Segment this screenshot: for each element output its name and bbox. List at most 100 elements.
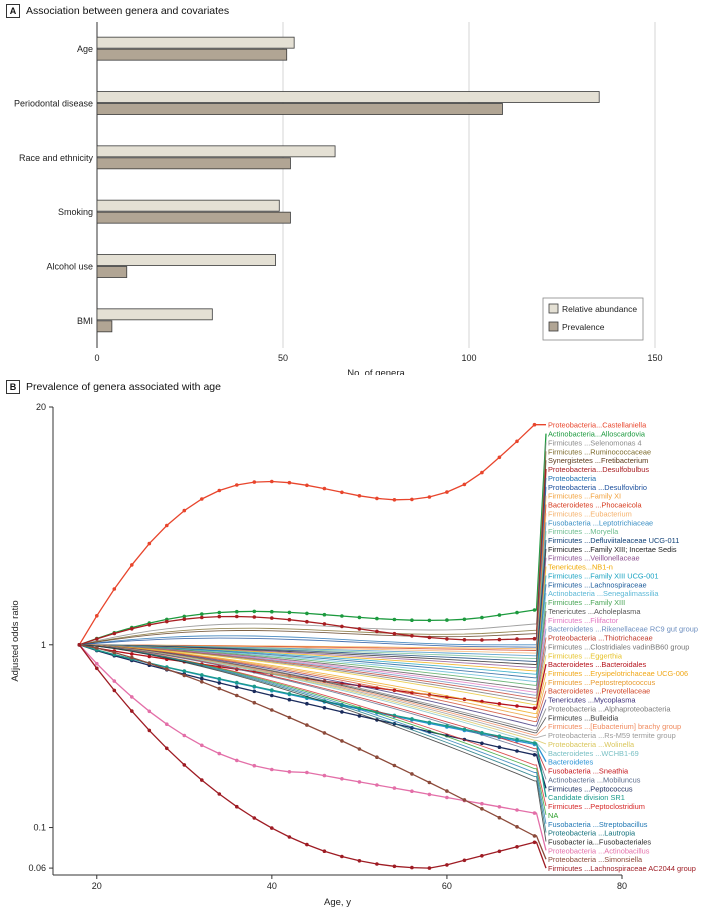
data-point [392,498,397,502]
series-firmicutes-selenomonas-4 [79,442,547,646]
category-label: Alcohol use [46,262,93,272]
data-point [322,622,327,626]
series-end-label: Synergistetes ...Fretibacterium [548,456,648,465]
series-line [79,644,547,754]
data-point [340,614,344,618]
data-point [235,804,239,809]
data-point [165,746,169,751]
data-point [200,680,204,684]
series-end-label: Tenericutes ...Mycoplasma [548,696,636,705]
series-line [79,486,547,648]
series-line [79,433,547,646]
data-point [112,679,117,683]
data-point [532,741,537,745]
data-point [217,614,222,619]
legend: Relative abundance Prevalence [542,297,644,341]
data-point [252,609,257,614]
data-point [235,609,239,614]
series-line [79,644,547,706]
data-point [147,623,152,627]
data-point [340,739,344,743]
data-point [112,650,117,655]
bar-prevalence [96,103,503,115]
data-point [165,722,169,726]
x-axis-label: Age, y [324,897,351,908]
y-tick-label: 0.06 [28,863,46,873]
data-point [270,479,274,484]
series-line [79,477,547,646]
data-point [480,801,484,806]
data-point [235,693,239,698]
data-point [410,789,414,793]
series-line [78,644,547,851]
data-point [445,724,449,728]
series-line [79,539,547,662]
data-point [305,770,309,775]
data-point [480,615,484,620]
series-line [79,644,547,842]
data-point [480,470,484,475]
data-point [375,496,379,501]
data-point [217,488,222,493]
series-end-label: Firmicutes ...Moryella [548,527,619,536]
series-lines [77,422,547,870]
x-tick-label: 60 [442,881,452,891]
series-end-label: Firmicutes ...Eggerthia [548,651,623,660]
data-point [515,825,519,829]
data-point [340,710,344,714]
data-point [200,615,204,620]
data-point [252,816,257,820]
series-end-label: Proteobacteria ...Wolinella [548,740,635,749]
series-end-label: Tenericutes...NB1-n [548,563,613,572]
data-point [217,677,222,681]
series-end-label: Proteobacteria ...Rs-M59 termite group [548,731,676,740]
data-point [252,684,257,689]
data-point [410,497,414,502]
data-point [287,692,292,696]
bar-prevalence [96,211,291,224]
data-point [252,700,257,705]
data-point [95,666,99,671]
series-proteobacteria-castellaniella [77,422,546,647]
data-point [200,778,204,782]
data-point [200,743,204,748]
data-point [95,637,99,641]
series-end-label: Fusobacteria ...Streptobacillus [548,820,648,829]
data-point [427,792,432,797]
series-proteobacteria-desulfovibrio [79,486,547,648]
series-end-label: Bacteroidetes ...WCHB1-69 [548,749,639,758]
data-point [235,685,239,689]
data-point [445,795,449,800]
data-point [532,608,537,612]
legend-swatch [548,303,559,314]
series-line [79,644,547,780]
data-point [252,480,257,484]
data-point [165,523,169,528]
data-point [392,864,397,869]
data-point [217,792,222,796]
data-point [357,780,362,784]
series-end-label: Firmicutes ...Lachnospiraceae AC2044 gro… [548,864,696,873]
data-point [357,494,362,498]
series-end-label: Proteobacteria ...Alphaproteobacteria [548,705,671,714]
x-tick-label: 100 [461,353,476,363]
data-point [287,835,292,839]
bar-relative-abundance [96,254,276,266]
panel-a-letter: A [6,4,20,18]
data-point [427,495,432,499]
data-point [515,749,519,753]
series-end-label: Bacteroidetes ...Bacteroidales [548,660,646,669]
series-end-label: Firmicutes ...Peptostreptococcus [548,678,656,687]
data-point [497,455,502,460]
x-tick-label: 80 [617,881,627,891]
data-point [322,706,327,710]
data-point [357,747,362,751]
data-point [445,863,449,867]
data-point [340,624,344,629]
data-point [270,616,274,620]
data-point [147,728,152,733]
data-point [462,638,467,642]
bar-chart: 0 50 100 150 No. of genera Age Periodontal dis… [14,22,663,375]
data-point [130,695,134,699]
data-point [392,786,397,790]
